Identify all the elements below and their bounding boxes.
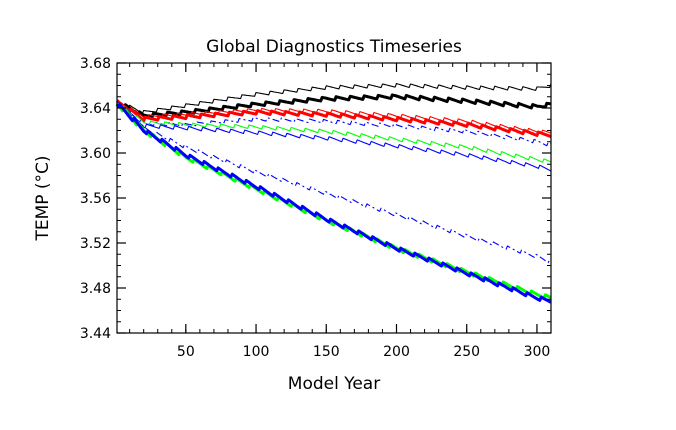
x-tick-label: 300: [524, 344, 551, 360]
series-line-black-thin: [116, 82, 552, 115]
series-line-red-thick: [115, 99, 552, 139]
axis-ticks: 50 100 150 200 250 300 3.44 3.48 3.52 3.56 3.60 3.6…: [80, 56, 552, 360]
y-tick-label: 3.60: [80, 146, 111, 162]
y-tick-label: 3.64: [80, 101, 111, 117]
x-tick-label: 250: [453, 344, 480, 360]
chart-title: Global Diagnostics Timeseries: [206, 37, 462, 57]
x-tick-label: 50: [177, 344, 195, 360]
x-tick-label: 150: [313, 344, 340, 360]
series-line-black-thick: [116, 93, 552, 119]
y-tick-label: 3.56: [80, 191, 111, 207]
y-tick-label: 3.52: [80, 236, 111, 252]
series-line-blue-thin: [116, 102, 552, 172]
series-line-green-thin: [116, 103, 552, 163]
series-line-green-thick: [115, 102, 552, 300]
series-layer: [115, 82, 552, 304]
x-axis-label: Model Year: [288, 374, 380, 394]
y-tick-label: 3.44: [80, 326, 111, 342]
x-tick-label: 200: [383, 344, 410, 360]
x-tick-label: 100: [243, 344, 270, 360]
y-axis-label: TEMP (°C): [33, 155, 53, 241]
y-tick-label: 3.48: [80, 281, 111, 297]
y-tick-label: 3.68: [80, 56, 111, 72]
series-line-blue-dashdot-upper: [116, 102, 552, 147]
series-line-blue-thick: [115, 102, 552, 304]
series-line-blue-dashdot-lower: [116, 101, 552, 264]
